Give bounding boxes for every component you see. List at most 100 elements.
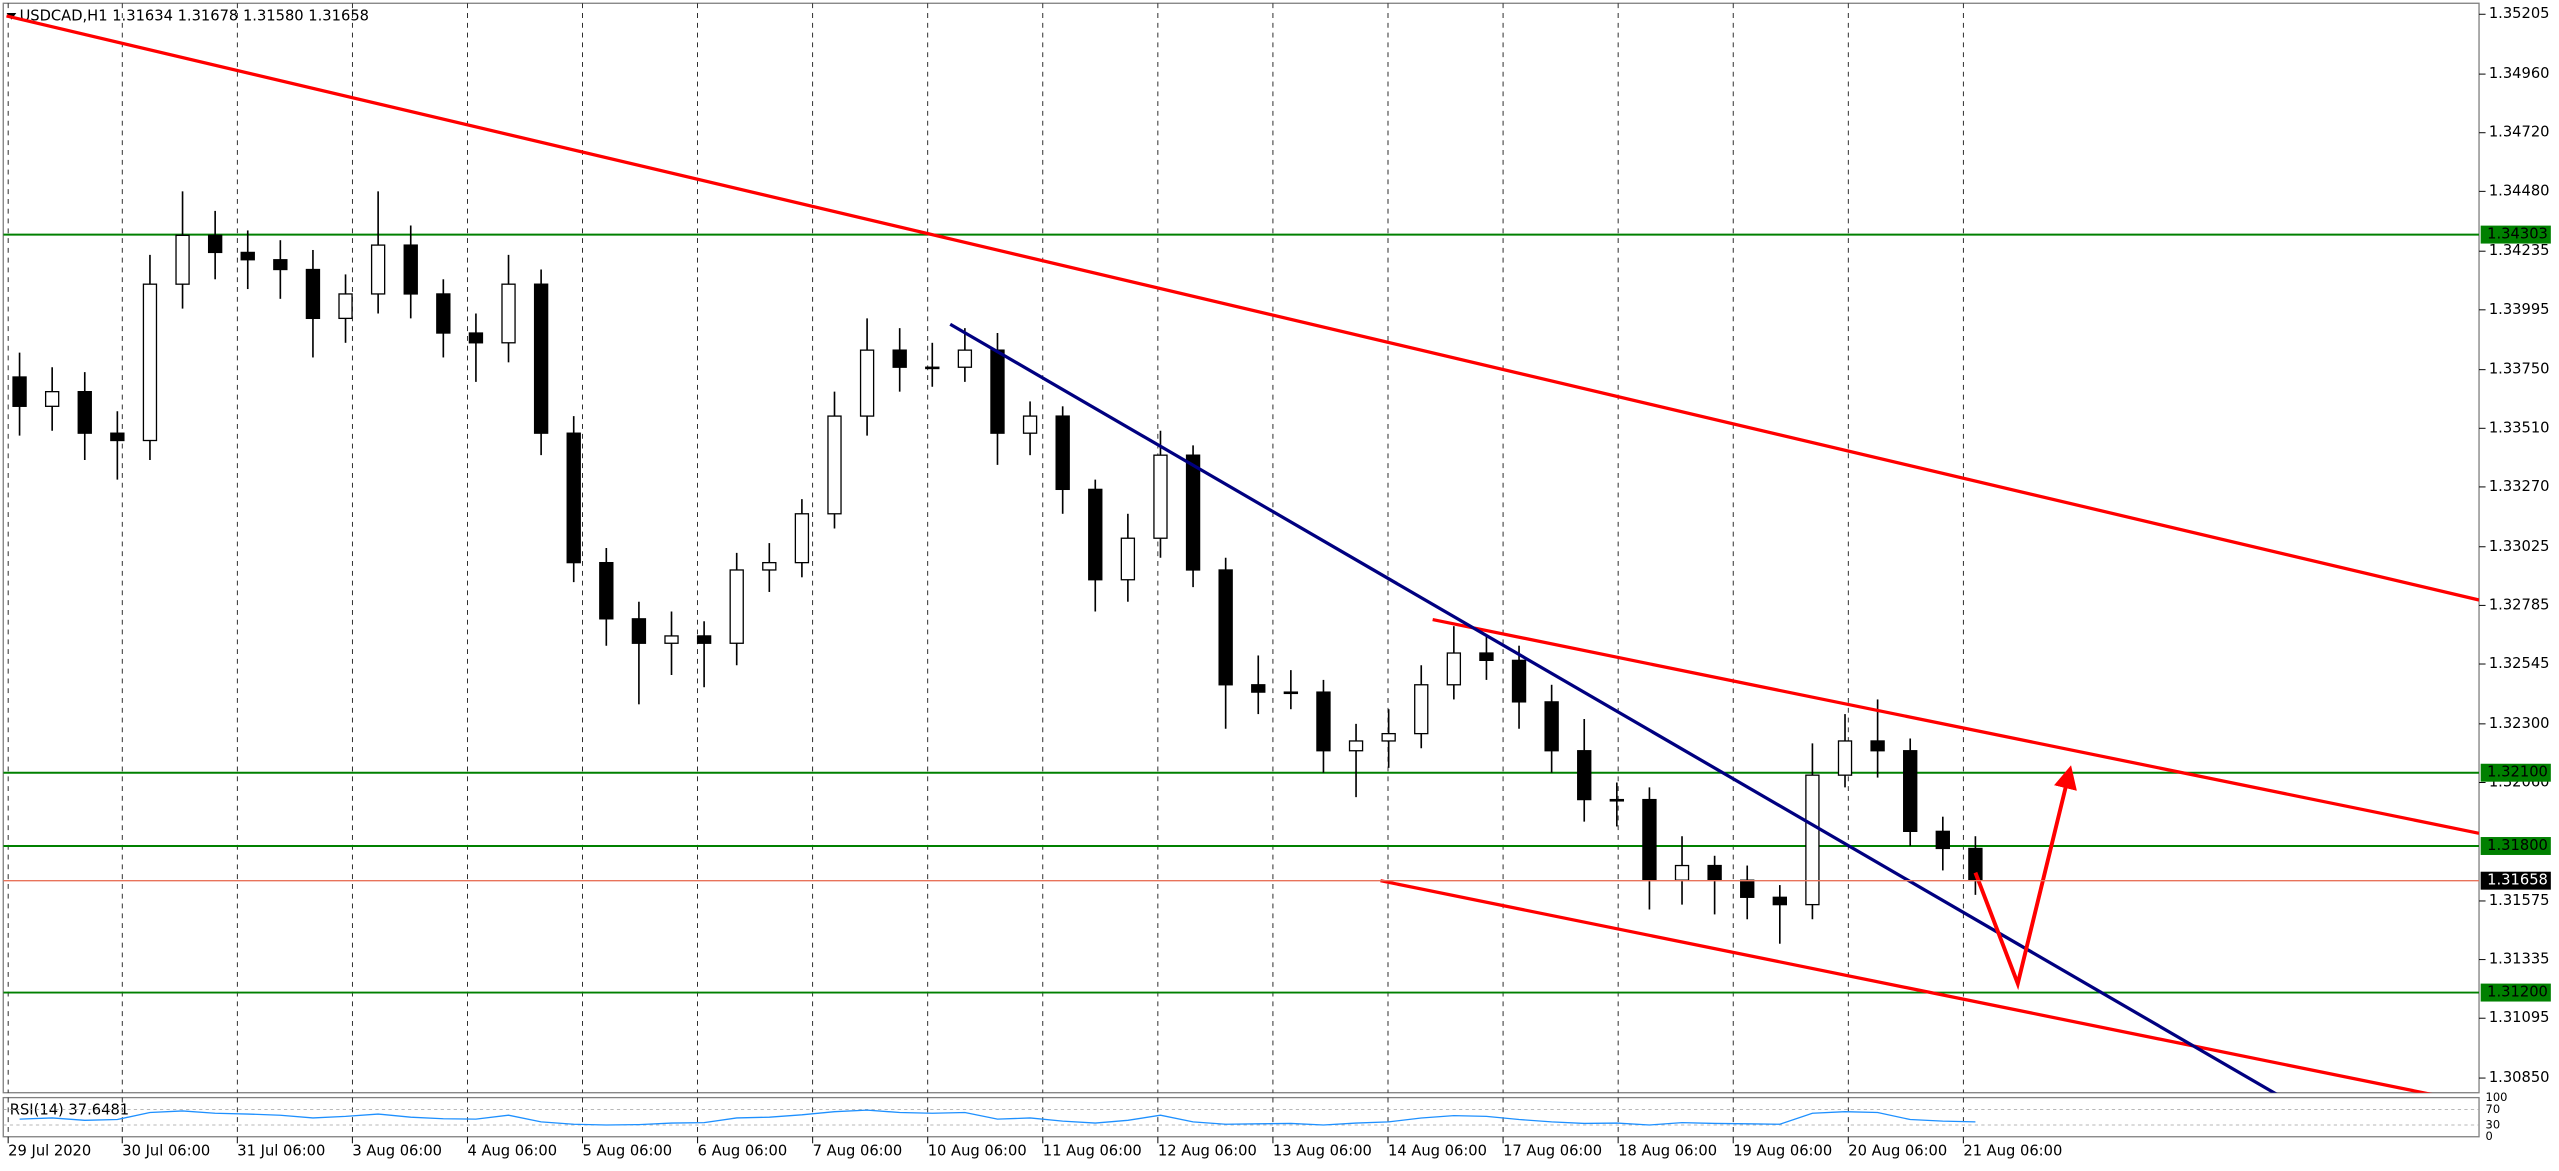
trendline [6, 14, 2480, 602]
rsi-tick-label: 100 [2486, 1090, 2508, 1104]
y-tick-label: 1.33750 [2489, 361, 2550, 378]
candle-body [664, 635, 679, 644]
rsi-last: 37.6481 [68, 1102, 129, 1119]
candle-body [1577, 750, 1592, 801]
x-tick-label: 21 Aug 06:00 [1963, 1142, 2062, 1159]
x-tick-label: 20 Aug 06:00 [1848, 1142, 1947, 1159]
candle-body [1251, 684, 1266, 693]
candle-body [1870, 740, 1885, 752]
candle-body [762, 561, 777, 571]
y-tick-label: 1.32545 [2489, 655, 2550, 672]
candle-body [1120, 537, 1136, 581]
candle-body [1740, 879, 1755, 898]
level-label: 1.34303 [2487, 226, 2548, 243]
y-tick-label: 1.31335 [2489, 951, 2550, 968]
candle-body [77, 391, 92, 434]
candle-body [533, 283, 549, 434]
candle-body [240, 251, 255, 261]
candle-body [1185, 454, 1201, 571]
trendline [1380, 879, 2432, 1093]
y-tick-label: 1.30850 [2489, 1069, 2550, 1086]
y-tick-label: 1.33270 [2489, 478, 2550, 495]
y-tick-label: 1.34480 [2489, 182, 2550, 199]
y-tick-label: 1.33510 [2489, 419, 2550, 436]
candle-body [12, 376, 27, 407]
y-tick-label: 1.32300 [2489, 715, 2550, 732]
rsi-name: RSI(14) [10, 1102, 64, 1119]
candle-body [1055, 415, 1070, 491]
candle-body [599, 561, 614, 620]
main-plot [3, 3, 2480, 1093]
candle-body [566, 432, 581, 564]
current-price-label: 1.31658 [2487, 872, 2548, 889]
candle-body [1772, 896, 1787, 906]
x-tick-label: 30 Jul 06:00 [122, 1142, 210, 1159]
x-tick-label: 3 Aug 06:00 [352, 1142, 442, 1159]
y-tick-label: 1.35205 [2489, 5, 2550, 22]
candle-body [990, 349, 1005, 434]
candle-body [1642, 798, 1657, 881]
candle-body [892, 349, 907, 368]
candle-body [338, 293, 353, 320]
candle-body [1414, 684, 1429, 735]
candle-body [175, 234, 190, 285]
candle-body [1446, 652, 1462, 686]
x-tick-label: 6 Aug 06:00 [698, 1142, 788, 1159]
current-price-tag [2480, 871, 2551, 890]
level-label: 1.31800 [2487, 837, 2548, 854]
rsi-tick-label: 0 [2486, 1129, 2493, 1143]
forecast-arrow [1973, 765, 2077, 991]
y-tick-label: 1.34235 [2489, 242, 2550, 259]
candle-body [1316, 691, 1331, 752]
candle-body [142, 283, 158, 442]
candle-body [1218, 569, 1233, 686]
candle-body [631, 618, 647, 644]
candle-body [468, 332, 484, 344]
trendline [949, 322, 2278, 1093]
candle-body [403, 244, 418, 295]
y-tick-label: 1.31095 [2489, 1009, 2550, 1026]
candle-body [1805, 774, 1820, 906]
y-tick-label: 1.33025 [2489, 538, 2550, 555]
candle-body [1153, 454, 1168, 539]
level-tag [2480, 225, 2551, 244]
level-tag [2480, 983, 2551, 1002]
level-tag [2480, 837, 2551, 855]
x-tick-label: 18 Aug 06:00 [1618, 1142, 1717, 1159]
candle-body [1479, 652, 1494, 662]
x-tick-label: 11 Aug 06:00 [1043, 1142, 1142, 1159]
candle-body [859, 349, 875, 417]
candle-body [1837, 740, 1853, 776]
candle-body [925, 366, 940, 370]
candle-body [729, 569, 744, 644]
candle-body [1903, 750, 1918, 832]
x-tick-label: 4 Aug 06:00 [467, 1142, 557, 1159]
candle-body [1609, 798, 1625, 802]
x-tick-label: 31 Jul 06:00 [237, 1142, 325, 1159]
level-label: 1.31200 [2487, 984, 2548, 1001]
main-pane-border [2, 2, 2480, 1094]
x-tick-label: 7 Aug 06:00 [813, 1142, 903, 1159]
candle-body [110, 432, 125, 442]
x-tick-label: 14 Aug 06:00 [1388, 1142, 1487, 1159]
candle-body [1283, 691, 1299, 695]
x-tick-label: 17 Aug 06:00 [1503, 1142, 1602, 1159]
candle-body [827, 415, 842, 515]
level-label: 1.32100 [2487, 764, 2548, 781]
candle-body [305, 268, 321, 320]
y-tick-label: 1.32785 [2489, 596, 2550, 613]
y-tick-label: 1.34720 [2489, 124, 2550, 141]
candle-body [1544, 701, 1559, 752]
candle-body [1088, 488, 1103, 581]
trendline [1432, 617, 2480, 835]
candle-body [1381, 732, 1396, 742]
rsi-line [19, 1109, 1976, 1126]
y-tick-label: 1.34960 [2489, 65, 2550, 82]
candle-body [436, 293, 451, 334]
y-tick-label: 1.31575 [2489, 892, 2550, 909]
y-tick-label: 1.33995 [2489, 301, 2550, 318]
candle-body [1935, 830, 1950, 850]
rsi-pane-border [2, 1096, 2480, 1138]
